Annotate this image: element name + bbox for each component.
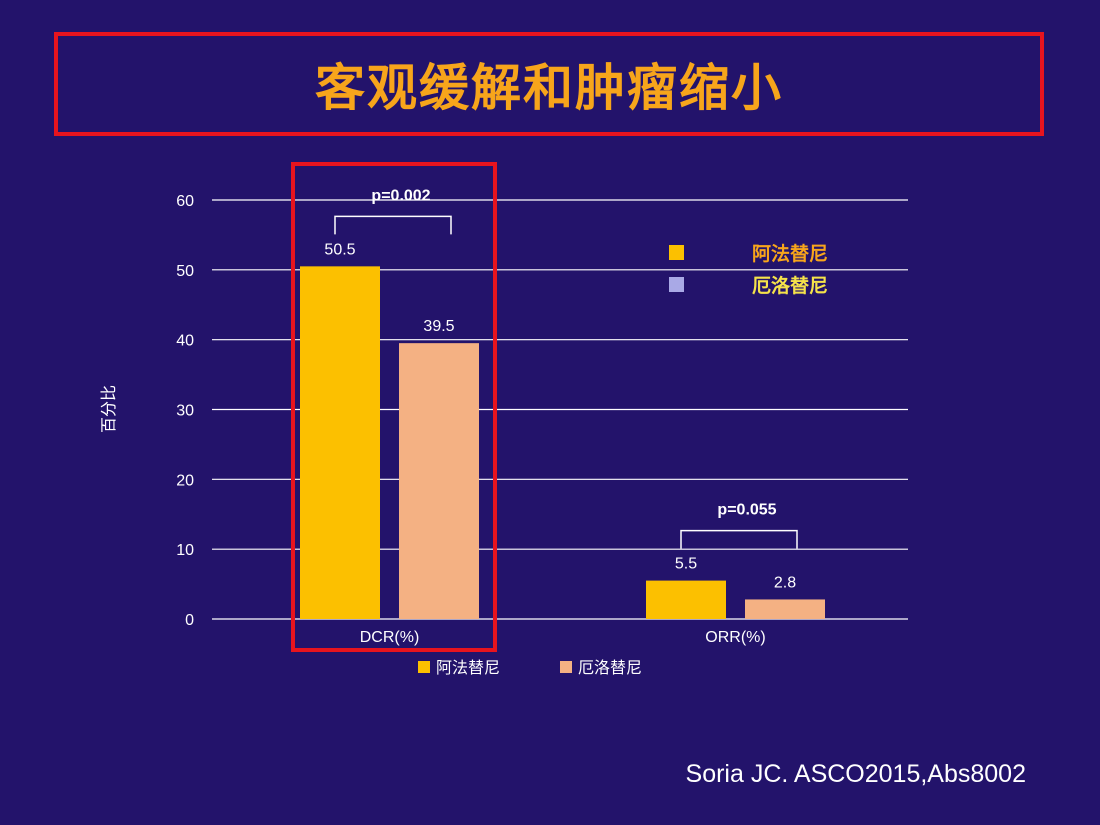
p-bracket — [680, 529, 798, 549]
y-tick-label: 30 — [176, 403, 194, 420]
legend-swatch — [560, 661, 572, 673]
legend-label: 厄洛替尼 — [578, 658, 642, 677]
legend-label: 厄洛替尼 — [752, 274, 828, 297]
legend-swatch — [669, 245, 684, 260]
x-category-label: ORR(%) — [705, 629, 765, 646]
p-bracket — [334, 215, 452, 235]
y-tick-label: 10 — [176, 542, 194, 559]
p-value-label: p=0.002 — [371, 187, 430, 204]
p-value-label: p=0.055 — [717, 502, 776, 519]
highlight-box — [291, 162, 497, 652]
x-category-label: DCR(%) — [360, 629, 420, 646]
data-label: 39.5 — [423, 318, 454, 335]
legend-label: 阿法替尼 — [436, 658, 500, 677]
bar-afatinib-1 — [646, 580, 726, 619]
data-label: 2.8 — [774, 574, 796, 591]
y-axis-label: 百分比 — [99, 385, 118, 433]
bar-erlotinib-1 — [745, 599, 825, 619]
bar-erlotinib-0 — [399, 343, 479, 619]
y-tick-label: 60 — [176, 193, 194, 210]
legend-swatch — [418, 661, 430, 673]
title-box: 客观缓解和肿瘤缩小 — [54, 32, 1044, 136]
slide-title: 客观缓解和肿瘤缩小 — [315, 59, 783, 117]
data-label: 5.5 — [675, 556, 697, 573]
legend-label: 阿法替尼 — [752, 242, 828, 265]
data-label: 50.5 — [324, 241, 355, 258]
y-tick-label: 20 — [176, 472, 194, 489]
legend-swatch — [669, 277, 684, 292]
y-tick-label: 50 — [176, 263, 194, 280]
y-tick-label: 0 — [185, 612, 194, 629]
citation: Soria JC. ASCO2015,Abs8002 — [685, 760, 1026, 788]
bar-afatinib-0 — [300, 266, 380, 619]
y-tick-label: 40 — [176, 333, 194, 350]
